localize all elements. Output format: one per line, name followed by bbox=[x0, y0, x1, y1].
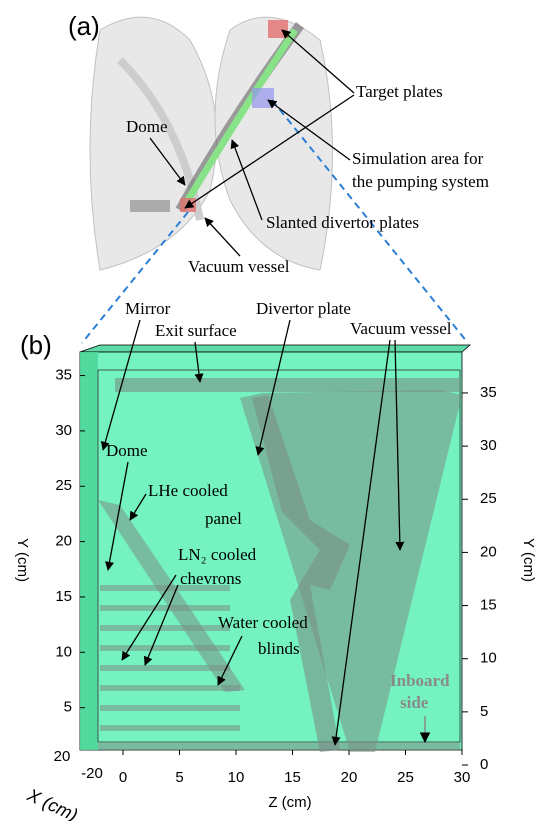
annotation: Exit surface bbox=[155, 321, 237, 340]
y-tick-label: 25 bbox=[55, 477, 72, 494]
y2-tick-label: 20 bbox=[480, 543, 497, 560]
annotation: Mirror bbox=[125, 299, 171, 318]
y2-tick-label: 30 bbox=[480, 437, 497, 454]
arrow bbox=[331, 339, 391, 746]
annotation: Water cooled bbox=[218, 613, 308, 632]
arrow bbox=[143, 584, 179, 666]
annotation: chevrons bbox=[180, 569, 241, 588]
annotation: Vacuum vessel bbox=[350, 319, 452, 338]
arrow bbox=[129, 493, 147, 521]
arrow bbox=[267, 99, 351, 161]
y-tick-label: 15 bbox=[55, 588, 72, 605]
zoom-line bbox=[271, 99, 469, 344]
x-tick-label: 0 bbox=[119, 769, 127, 786]
depth-tick-label: 20 bbox=[54, 748, 71, 765]
y2-tick-label: 10 bbox=[480, 650, 497, 667]
y2-tick-label: 35 bbox=[480, 384, 497, 401]
annotation: side bbox=[400, 693, 429, 712]
y-axis-label: Y (cm) bbox=[14, 538, 31, 582]
arrow bbox=[121, 574, 177, 661]
x-tick-label: 10 bbox=[228, 769, 245, 786]
panel-label: (a) bbox=[68, 11, 100, 41]
arrow bbox=[281, 29, 355, 94]
annotation: LHe cooled bbox=[148, 481, 228, 500]
y2-tick-label: 0 bbox=[480, 756, 488, 773]
x-axis-label: Z (cm) bbox=[268, 794, 311, 811]
arrow bbox=[184, 94, 355, 209]
annotation: Dome bbox=[106, 441, 148, 460]
x-tick-label: 5 bbox=[175, 769, 183, 786]
annotation: Simulation area for bbox=[352, 149, 484, 168]
annotation: Target plates bbox=[356, 82, 443, 101]
y-tick-label: 5 bbox=[64, 699, 72, 716]
arrow bbox=[194, 341, 204, 383]
y-tick-label: 10 bbox=[55, 643, 72, 660]
y-tick-label: 35 bbox=[55, 367, 72, 384]
arrow bbox=[100, 319, 141, 451]
arrow bbox=[230, 139, 263, 221]
annotation: panel bbox=[205, 509, 242, 528]
y2-tick-label: 5 bbox=[480, 703, 488, 720]
annotation: Divertor plate bbox=[256, 299, 351, 318]
arrow bbox=[105, 461, 129, 571]
arrow bbox=[149, 137, 186, 186]
arrow bbox=[394, 339, 405, 551]
panel-label: (b) bbox=[20, 330, 52, 360]
x-tick-label: 30 bbox=[454, 769, 471, 786]
depth-tick-label: -20 bbox=[81, 765, 103, 782]
arrow bbox=[255, 319, 291, 456]
annotation: Slanted divertor plates bbox=[266, 213, 419, 232]
y-tick-label: 30 bbox=[55, 422, 72, 439]
y2-tick-label: 15 bbox=[480, 597, 497, 614]
annotation: LN₂ cooled bbox=[178, 545, 257, 564]
y-tick-label: 20 bbox=[55, 533, 72, 550]
y2-tick-label: 25 bbox=[480, 490, 497, 507]
arrow bbox=[217, 635, 243, 686]
zoom-line bbox=[81, 211, 189, 344]
x-tick-label: 15 bbox=[284, 769, 301, 786]
y2-axis-label: Y (cm) bbox=[520, 538, 537, 582]
stellarator-rendering bbox=[89, 16, 333, 271]
x-tick-label: 25 bbox=[397, 769, 414, 786]
x-tick-label: 20 bbox=[341, 769, 358, 786]
annotation: Dome bbox=[126, 117, 168, 136]
annotation: blinds bbox=[258, 639, 300, 658]
arrow bbox=[204, 217, 241, 257]
annotation: Inboard bbox=[390, 671, 450, 690]
depth-axis-label: X (cm) bbox=[23, 784, 80, 821]
annotation: the pumping system bbox=[352, 172, 489, 191]
annotation: Vacuum vessel bbox=[188, 257, 290, 276]
simulation-box bbox=[79, 344, 472, 752]
